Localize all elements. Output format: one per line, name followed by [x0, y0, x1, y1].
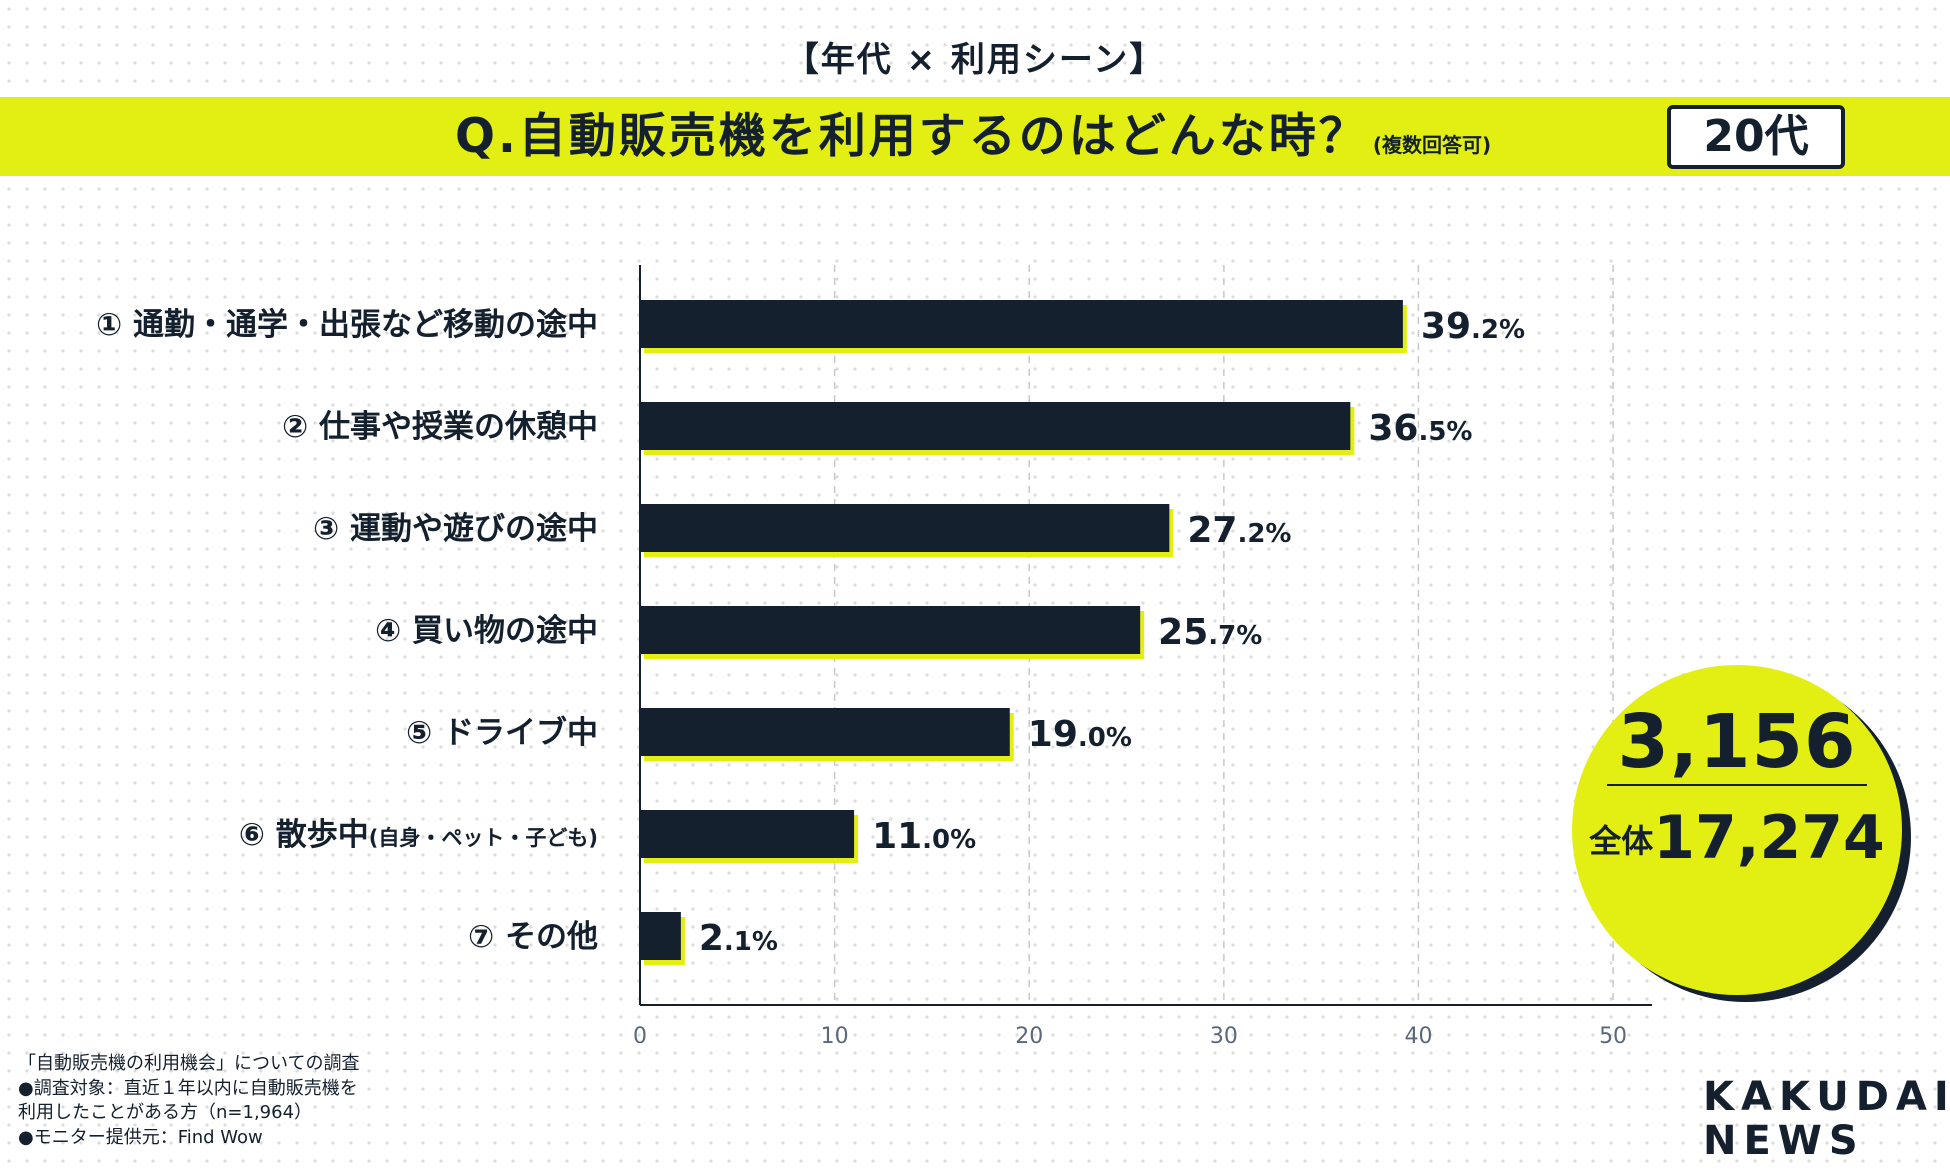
category-text: ドライブ中	[443, 715, 598, 751]
value-label: 36.5%	[1368, 408, 1472, 449]
total-sample: 全体17,274	[1572, 803, 1902, 873]
bar	[640, 300, 1403, 348]
value-decimal: .0%	[1078, 723, 1132, 753]
category-label: ② 仕事や授業の休憩中	[282, 409, 598, 445]
x-tick-label: 30	[1210, 1024, 1238, 1049]
bar	[640, 708, 1010, 756]
footnote-line: 利用したことがある方（n=1,964）	[18, 1102, 313, 1123]
value-decimal: .1%	[724, 927, 778, 957]
category-text: 通勤・通学・出張など移動の途中	[133, 307, 598, 343]
sample-size-circle: 3,156 全体17,274	[1572, 665, 1902, 995]
category-text: 散歩中	[276, 817, 369, 853]
value-label: 11.0%	[872, 816, 976, 857]
category-number: ⑤	[406, 715, 443, 751]
x-tick-label: 20	[1015, 1024, 1043, 1049]
value-label: 25.7%	[1158, 612, 1262, 653]
value-integer: 36	[1368, 408, 1418, 449]
bar	[640, 810, 855, 858]
category-label: ① 通勤・通学・出張など移動の途中	[96, 307, 598, 343]
value-decimal: .2%	[1471, 315, 1525, 345]
bar	[640, 402, 1351, 450]
category-subtext: (自身・ペット・子ども)	[369, 826, 598, 850]
value-integer: 27	[1187, 510, 1237, 551]
value-integer: 11	[872, 816, 922, 857]
age-group-badge: 20代	[1667, 105, 1845, 169]
category-number: ①	[96, 307, 133, 343]
value-decimal: .5%	[1418, 417, 1472, 447]
category-number: ⑦	[468, 919, 505, 955]
category-number: ⑥	[239, 817, 276, 853]
logo-line: NEWS	[1703, 1118, 1865, 1164]
value-decimal: .2%	[1237, 519, 1291, 549]
value-label: 2.1%	[699, 918, 778, 959]
value-decimal: .0%	[922, 825, 976, 855]
bar	[640, 504, 1170, 552]
category-label: ⑦ その他	[468, 919, 598, 955]
bar	[640, 912, 681, 960]
value-label: 39.2%	[1421, 306, 1525, 347]
category-label: ⑤ ドライブ中	[406, 715, 598, 751]
total-label: 全体	[1589, 822, 1654, 860]
question-note: (複数回答可)	[1372, 133, 1492, 157]
question-title: Q.自動販売機を利用するのはどんな時？ (複数回答可)	[455, 97, 1491, 176]
value-integer: 19	[1028, 714, 1078, 755]
survey-footnote: 「自動販売機の利用機会」についての調査 ●調査対象：直近１年以内に自動販売機を …	[18, 1052, 359, 1150]
category-number: ④	[375, 613, 412, 649]
x-tick-label: 50	[1599, 1024, 1627, 1049]
x-tick-label: 10	[821, 1024, 849, 1049]
category-number: ③	[313, 511, 350, 547]
footnote-line: 「自動販売機の利用機会」についての調査	[18, 1053, 360, 1074]
question-text: Q.自動販売機を利用するのはどんな時？	[455, 109, 1369, 164]
footnote-line: ●モニター提供元：Find Wow	[18, 1126, 263, 1148]
question-banner: Q.自動販売機を利用するのはどんな時？ (複数回答可) 20代	[0, 97, 1950, 176]
value-integer: 2	[699, 918, 724, 959]
x-tick-label: 40	[1404, 1024, 1432, 1049]
value-integer: 39	[1421, 306, 1471, 347]
value-label: 27.2%	[1187, 510, 1291, 551]
category-text: その他	[505, 919, 598, 955]
sample-divider	[1607, 784, 1867, 786]
bar	[640, 606, 1141, 654]
category-label: ⑥ 散歩中(自身・ペット・子ども)	[239, 817, 598, 853]
category-number: ②	[282, 409, 319, 445]
value-integer: 25	[1158, 612, 1208, 653]
chart-supertitle: 【年代 × 利用シーン】	[784, 40, 1166, 80]
kakudai-news-logo: KAKUDAI NEWS	[1703, 1075, 1950, 1163]
category-label: ④ 買い物の途中	[375, 613, 598, 649]
value-decimal: .7%	[1208, 621, 1262, 651]
x-tick-label: 0	[633, 1024, 647, 1049]
footnote-line: ●調査対象：直近１年以内に自動販売機を	[18, 1077, 358, 1099]
value-label: 19.0%	[1028, 714, 1132, 755]
category-text: 運動や遊びの途中	[350, 511, 598, 547]
category-text: 買い物の途中	[412, 613, 598, 649]
sample-count: 3,156	[1617, 699, 1857, 785]
category-text: 仕事や授業の休憩中	[319, 409, 598, 445]
total-count: 17,274	[1653, 803, 1885, 873]
logo-line: KAKUDAI	[1703, 1074, 1950, 1120]
category-label: ③ 運動や遊びの途中	[313, 511, 598, 547]
